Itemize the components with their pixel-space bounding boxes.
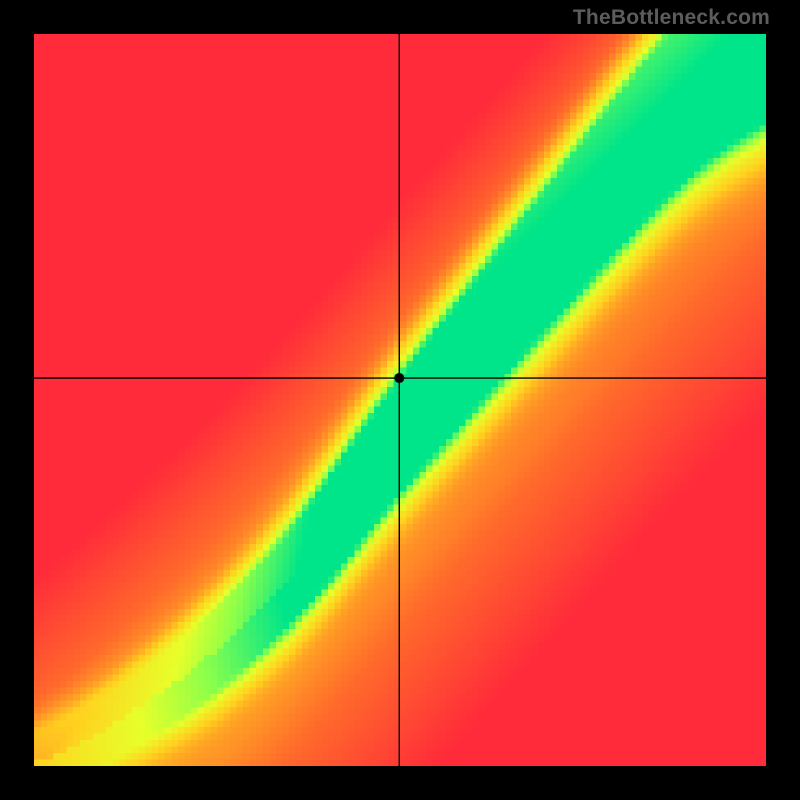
chart-container: TheBottleneck.com: [0, 0, 800, 800]
watermark-text: TheBottleneck.com: [573, 6, 770, 30]
bottleneck-heatmap: [34, 34, 766, 766]
